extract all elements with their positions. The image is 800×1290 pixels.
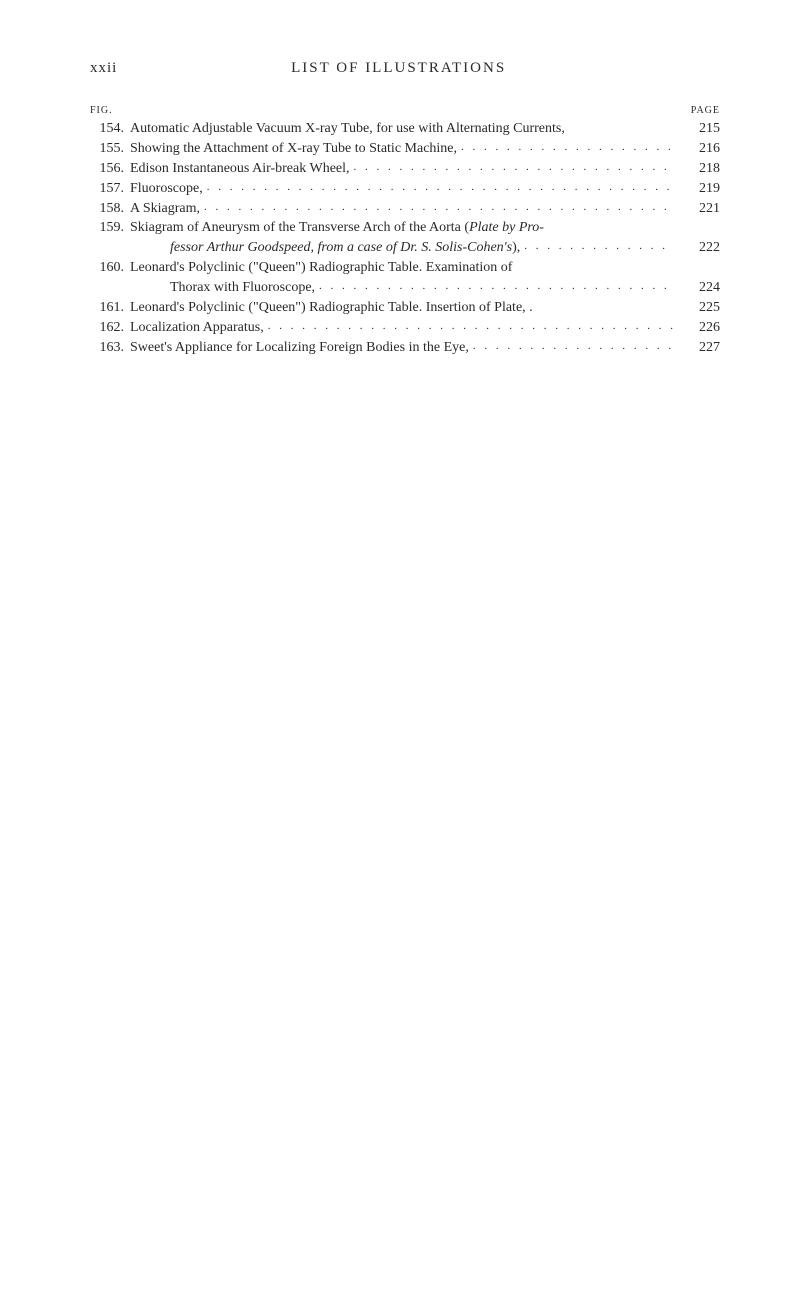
- entry-page: 224: [674, 279, 720, 298]
- page-header: xxii LIST OF ILLUSTRATIONS: [90, 60, 720, 77]
- table-row: 162.Localization Apparatus,226: [90, 319, 720, 338]
- entry-number: 159.: [90, 219, 130, 238]
- table-row: 155.Showing the Attachment of X-ray Tube…: [90, 140, 720, 159]
- entry-number: 163.: [90, 339, 130, 358]
- page-number: xxii: [90, 60, 117, 77]
- entry-text: Sweet's Appliance for Localizing Foreign…: [130, 339, 674, 358]
- entry-text-continuation: Thorax with Fluoroscope,: [130, 279, 674, 298]
- table-row: 161.Leonard's Polyclinic ("Queen") Radio…: [90, 299, 720, 318]
- table-row: 157.Fluoroscope,219: [90, 180, 720, 199]
- entry-text: Automatic Adjustable Vacuum X-ray Tube, …: [130, 120, 674, 139]
- entry-number: 156.: [90, 160, 130, 179]
- entry-text: Showing the Attachment of X-ray Tube to …: [130, 140, 674, 159]
- entry-text: Edison Instantaneous Air-break Wheel,: [130, 160, 674, 179]
- entry-text: Leonard's Polyclinic ("Queen") Radiograp…: [130, 259, 674, 278]
- entry-page: 221: [674, 200, 720, 219]
- entry-number: 158.: [90, 200, 130, 219]
- entry-text-continuation: fessor Arthur Goodspeed, from a case of …: [130, 239, 674, 258]
- table-row: 163.Sweet's Appliance for Localizing For…: [90, 339, 720, 358]
- table-row: 160.Leonard's Polyclinic ("Queen") Radio…: [90, 259, 720, 278]
- entry-text: A Skiagram,: [130, 200, 674, 219]
- entry-page: 227: [674, 339, 720, 358]
- entry-number: 157.: [90, 180, 130, 199]
- entry-text: Fluoroscope,: [130, 180, 674, 199]
- entry-page: 218: [674, 160, 720, 179]
- table-row: 159.Skiagram of Aneurysm of the Transver…: [90, 219, 720, 238]
- table-row-continuation: fessor Arthur Goodspeed, from a case of …: [90, 239, 720, 258]
- entry-text: Leonard's Polyclinic ("Queen") Radiograp…: [130, 299, 674, 318]
- entry-number: 155.: [90, 140, 130, 159]
- entry-page: 219: [674, 180, 720, 199]
- entry-page: 226: [674, 319, 720, 338]
- entry-page: 215: [674, 120, 720, 139]
- page-title: LIST OF ILLUSTRATIONS: [117, 60, 680, 77]
- entry-text: Skiagram of Aneurysm of the Transverse A…: [130, 219, 674, 238]
- table-row: 156.Edison Instantaneous Air-break Wheel…: [90, 160, 720, 179]
- entry-number: 160.: [90, 259, 130, 278]
- entry-page: 225: [674, 299, 720, 318]
- page-label: PAGE: [691, 105, 720, 116]
- table-row: 154.Automatic Adjustable Vacuum X-ray Tu…: [90, 120, 720, 139]
- entry-number: 162.: [90, 319, 130, 338]
- table-row: 158.A Skiagram,221: [90, 200, 720, 219]
- entry-text: Localization Apparatus,: [130, 319, 674, 338]
- entry-number: 161.: [90, 299, 130, 318]
- entry-page: 216: [674, 140, 720, 159]
- fig-label: FIG.: [90, 105, 113, 116]
- entry-number: 154.: [90, 120, 130, 139]
- column-headers: FIG. PAGE: [90, 105, 720, 116]
- page-container: xxii LIST OF ILLUSTRATIONS FIG. PAGE 154…: [0, 0, 800, 399]
- entries-list: 154.Automatic Adjustable Vacuum X-ray Tu…: [90, 120, 720, 358]
- table-row-continuation: Thorax with Fluoroscope,224: [90, 279, 720, 298]
- entry-page: 222: [674, 239, 720, 258]
